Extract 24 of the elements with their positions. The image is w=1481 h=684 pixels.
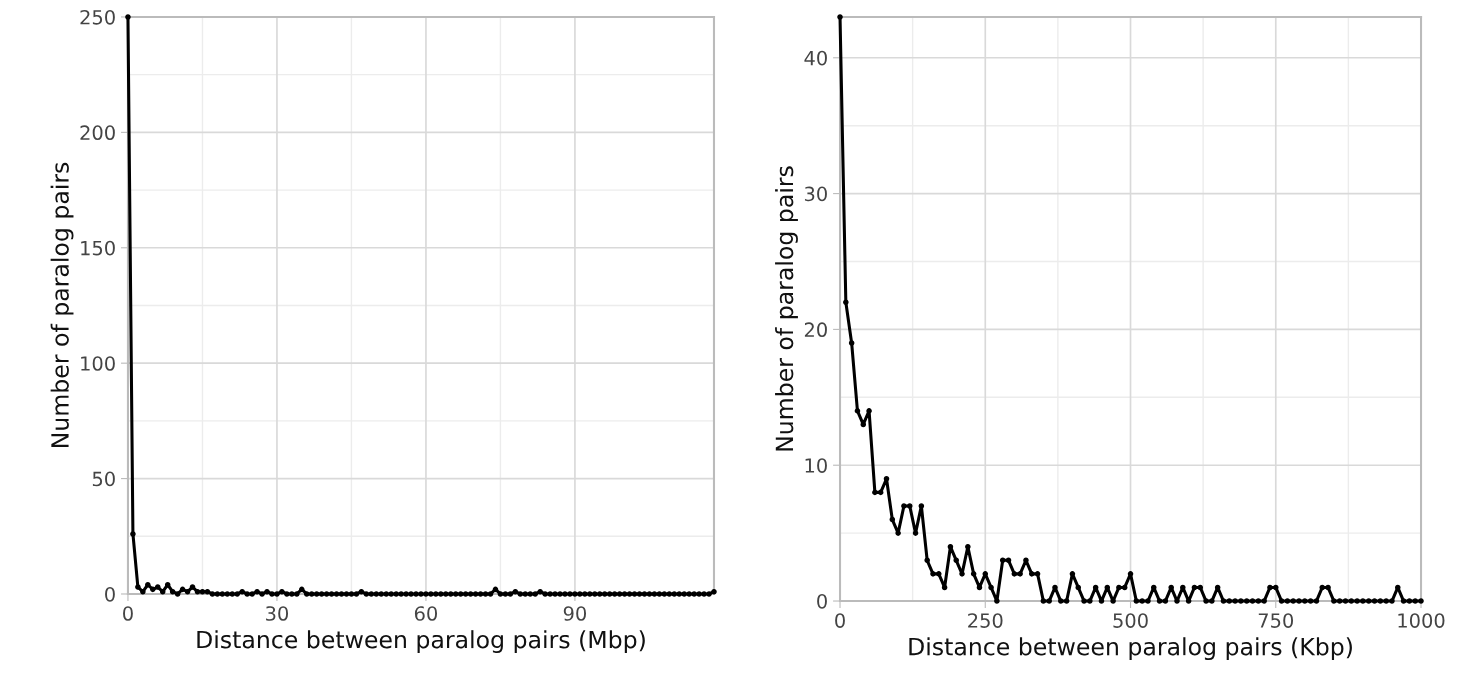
x-tick-label: 0 bbox=[835, 613, 845, 628]
x-tick-label: 250 bbox=[968, 613, 1003, 628]
y-tick-label: 200 bbox=[80, 125, 115, 141]
x-tick-label: 500 bbox=[1113, 613, 1148, 628]
x-tick-label: 0 bbox=[123, 606, 133, 621]
y-tick-label: 150 bbox=[81, 240, 115, 256]
y-tick-label: 10 bbox=[805, 458, 827, 473]
x-tick-label: 1000 bbox=[1398, 613, 1445, 628]
x-axis-title: Distance between paralog pairs (Kbp) bbox=[909, 637, 1352, 661]
y-tick-label: 40 bbox=[804, 50, 827, 66]
y-tick-label: 0 bbox=[105, 586, 115, 602]
x-tick-label: 750 bbox=[1258, 613, 1294, 628]
y-tick-label: 100 bbox=[81, 356, 115, 371]
y-tick-label: 50 bbox=[92, 471, 115, 487]
y-tick-label: 250 bbox=[80, 9, 115, 25]
y-tick-label: 20 bbox=[804, 322, 827, 338]
y-axis-title: Number of paralog pairs bbox=[50, 162, 74, 448]
y-tick-label: 0 bbox=[817, 593, 827, 609]
x-tick-label: 60 bbox=[414, 606, 438, 621]
x-tick-label: 90 bbox=[563, 606, 587, 621]
x-tick-label: 30 bbox=[266, 606, 289, 621]
y-tick-label: 30 bbox=[804, 186, 827, 202]
x-axis-title: Distance between paralog pairs (Mbp) bbox=[197, 630, 645, 654]
y-axis-title: Number of paralog pairs bbox=[775, 166, 798, 451]
